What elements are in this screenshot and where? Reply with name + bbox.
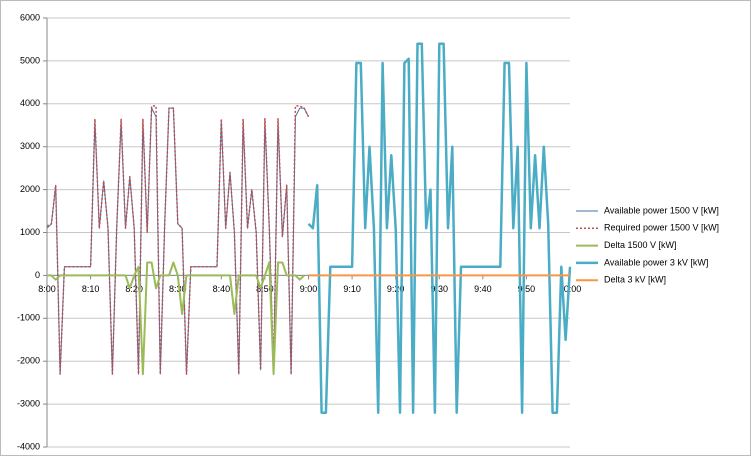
x-tick-label: 10:00 — [559, 284, 582, 294]
x-tick-label: 8:20 — [125, 284, 143, 294]
y-tick-label: 0 — [35, 270, 40, 280]
y-tick-label: -4000 — [17, 441, 40, 451]
x-tick-label: 8:30 — [169, 284, 187, 294]
x-tick-label: 9:30 — [430, 284, 448, 294]
x-tick-label: 9:50 — [518, 284, 536, 294]
x-tick-label: 8:50 — [256, 284, 274, 294]
legend-label: Required power 1500 V [kW] — [604, 223, 719, 233]
x-tick-label: 8:40 — [213, 284, 231, 294]
x-tick-label: 9:10 — [343, 284, 361, 294]
x-tick-label: 9:40 — [474, 284, 492, 294]
legend-label: Delta 1500 V [kW] — [604, 240, 677, 250]
series-line — [46, 105, 310, 375]
series-line — [307, 42, 572, 414]
x-tick-label: 9:00 — [300, 284, 318, 294]
y-tick-label: 4000 — [20, 98, 40, 108]
y-tick-label: 1000 — [20, 227, 40, 237]
legend-label: Delta 3 kV [kW] — [604, 275, 666, 285]
x-tick-label: 8:10 — [82, 284, 100, 294]
series-line — [47, 261, 305, 376]
x-tick-label: 8:00 — [38, 284, 56, 294]
y-tick-label: 2000 — [20, 184, 40, 194]
legend-label: Available power 1500 V [kW] — [604, 205, 719, 215]
legend-label: Available power 3 kV [kW] — [604, 257, 708, 267]
y-tick-label: 6000 — [20, 12, 40, 22]
y-tick-label: -1000 — [17, 313, 40, 323]
y-tick-label: 5000 — [20, 55, 40, 65]
y-tick-label: -2000 — [17, 356, 40, 366]
y-tick-label: 3000 — [20, 141, 40, 151]
y-tick-label: -3000 — [17, 398, 40, 408]
x-tick-label: 9:20 — [387, 284, 405, 294]
